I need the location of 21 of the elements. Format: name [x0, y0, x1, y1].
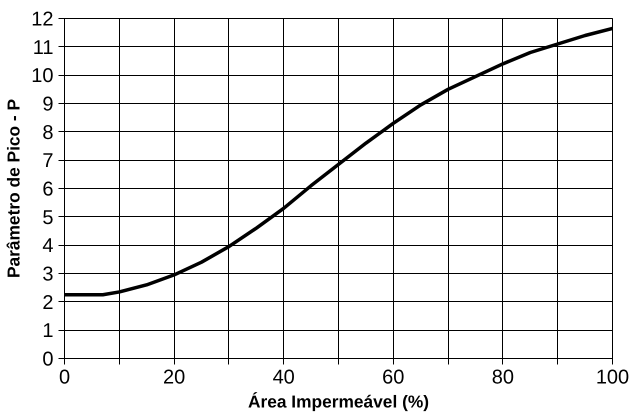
x-tick-label: 100 — [596, 366, 630, 388]
x-tick-label: 40 — [272, 366, 295, 388]
y-tick-label: 5 — [42, 206, 54, 229]
x-tick-label: 60 — [382, 366, 404, 388]
x-tick-label: 20 — [162, 366, 186, 388]
y-tick-label: 12 — [31, 8, 54, 30]
y-tick-label: 10 — [31, 65, 54, 88]
x-axis-title: Área Impermeável (%) — [248, 392, 430, 412]
y-tick-label: 6 — [42, 178, 54, 200]
y-tick-label: 2 — [42, 292, 54, 314]
y-tick-label: 3 — [42, 264, 54, 286]
y-tick-label: 1 — [42, 320, 54, 342]
y-tick-label: 4 — [42, 235, 54, 258]
x-tick-label: 80 — [492, 366, 514, 388]
y-axis-title: Parâmetro de Pico - P — [3, 98, 24, 278]
y-tick-label: 7 — [42, 150, 54, 172]
y-tick-label: 8 — [42, 122, 54, 144]
y-tick-label: 9 — [42, 94, 54, 116]
y-tick-label: 11 — [32, 36, 54, 59]
y-tick-label: 0 — [42, 348, 54, 370]
x-tick-label: 0 — [58, 366, 70, 388]
